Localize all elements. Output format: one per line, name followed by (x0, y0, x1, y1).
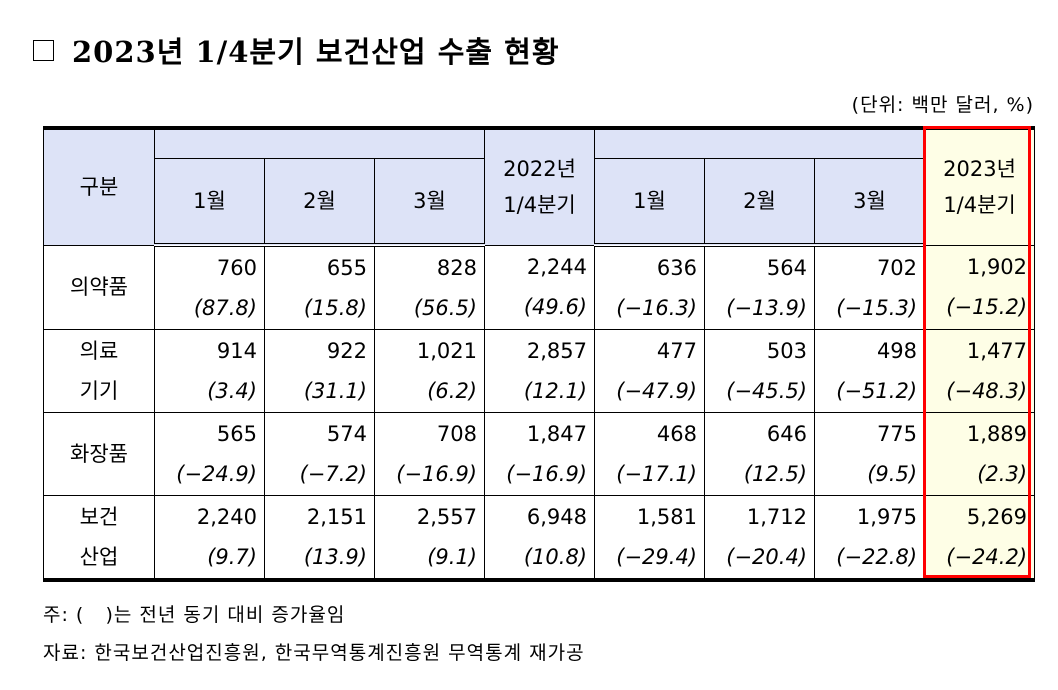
cell: 565 (−24.9) (154, 412, 265, 496)
header-2023-month-3: 3월 (814, 158, 926, 247)
header-2022-month-3: 3월 (373, 158, 486, 247)
cell: 574 (−7.2) (264, 412, 375, 496)
table-row-medical-devices: 의료 기기 914 (3.4) 922 (31.1) 1,021 (6.2) 2,857… (43, 329, 1036, 413)
header-2023-month-2: 2월 (704, 158, 816, 247)
cell-highlight: 1,477 (−48.3) (924, 329, 1036, 413)
cell: 1,581 (−29.4) (594, 495, 706, 582)
cell: 2,151 (13.9) (264, 495, 375, 582)
cell: 646 (12.5) (704, 412, 816, 496)
cell: 564 (−13.9) (704, 244, 816, 330)
table-row-cosmetics: 화장품 565 (−24.9) 574 (−7.2) 708 (−16.9) 1,84… (43, 412, 1036, 496)
cell: 914 (3.4) (154, 329, 265, 413)
square-bullet-icon (33, 39, 54, 61)
cell-highlight: 5,269 (−24.2) (924, 495, 1036, 582)
title-text: 2023년 1/4분기 보건산업 수출 현황 (72, 35, 560, 69)
header-category: 구분 (43, 126, 155, 246)
footnote-source: 자료: 한국보건산업진흥원, 한국무역통계진흥원 무역통계 재가공 (43, 642, 585, 664)
row-category: 화장품 (43, 412, 155, 496)
cell: 1,712 (−20.4) (704, 495, 816, 582)
cell: 775 (9.5) (814, 412, 926, 496)
cell: 636 (−16.3) (594, 244, 706, 330)
header-quarter-2023: 2023년 1/4분기 (924, 126, 1036, 246)
cell: 6,948 (10.8) (484, 495, 596, 582)
cell: 922 (31.1) (264, 329, 375, 413)
cell: 655 (15.8) (264, 244, 375, 330)
header-quarter-2022: 2022년 1/4분기 (484, 126, 596, 246)
row-category: 의료 기기 (43, 329, 155, 413)
cell: 1,021 (6.2) (373, 329, 486, 413)
cell: 702 (−15.3) (814, 244, 926, 330)
cell: 1,975 (−22.8) (814, 495, 926, 582)
cell: 2,244 (49.6) (484, 244, 596, 330)
cell-highlight: 1,889 (2.3) (924, 412, 1036, 496)
cell: 468 (−17.1) (594, 412, 706, 496)
header-2022-month-1: 1월 (154, 158, 265, 247)
unit-label: (단위: 백만 달러, %) (851, 94, 1034, 116)
row-category: 보건 산업 (43, 495, 155, 582)
footnote-growth-rate: 주: ( )는 전년 동기 대비 증가율임 (43, 604, 346, 626)
table-row-health-industry-total: 보건 산업 2,240 (9.7) 2,151 (13.9) 2,557 (9.1) 6… (43, 495, 1036, 582)
cell: 760 (87.8) (154, 244, 265, 330)
cell: 503 (−45.5) (704, 329, 816, 413)
cell: 498 (−51.2) (814, 329, 926, 413)
cell: 477 (−47.9) (594, 329, 706, 413)
cell: 2,240 (9.7) (154, 495, 265, 582)
cell: 2,557 (9.1) (373, 495, 486, 582)
header-group-2023 (594, 126, 926, 159)
cell: 828 (56.5) (373, 244, 486, 330)
header-group-2022 (153, 126, 486, 159)
table-row-pharmaceuticals: 의약품 760 (87.8) 655 (15.8) 828 (56.5) 2,244(… (43, 244, 1036, 330)
cell: 708 (−16.9) (373, 412, 486, 496)
header-2023-month-1: 1월 (594, 158, 706, 247)
cell-highlight: 1,902 (−15.2) (924, 244, 1036, 330)
document-title: 2023년 1/4분기 보건산업 수출 현황 (33, 30, 560, 70)
row-category: 의약품 (43, 244, 155, 330)
cell: 1,847 (−16.9) (484, 412, 596, 496)
header-2022-month-2: 2월 (264, 158, 375, 247)
cell: 2,857 (12.1) (484, 329, 596, 413)
export-table: 구분 2022년 1/4분기 2023년 1/4분기 1월 2월 3월 1월 2… (43, 126, 1036, 582)
